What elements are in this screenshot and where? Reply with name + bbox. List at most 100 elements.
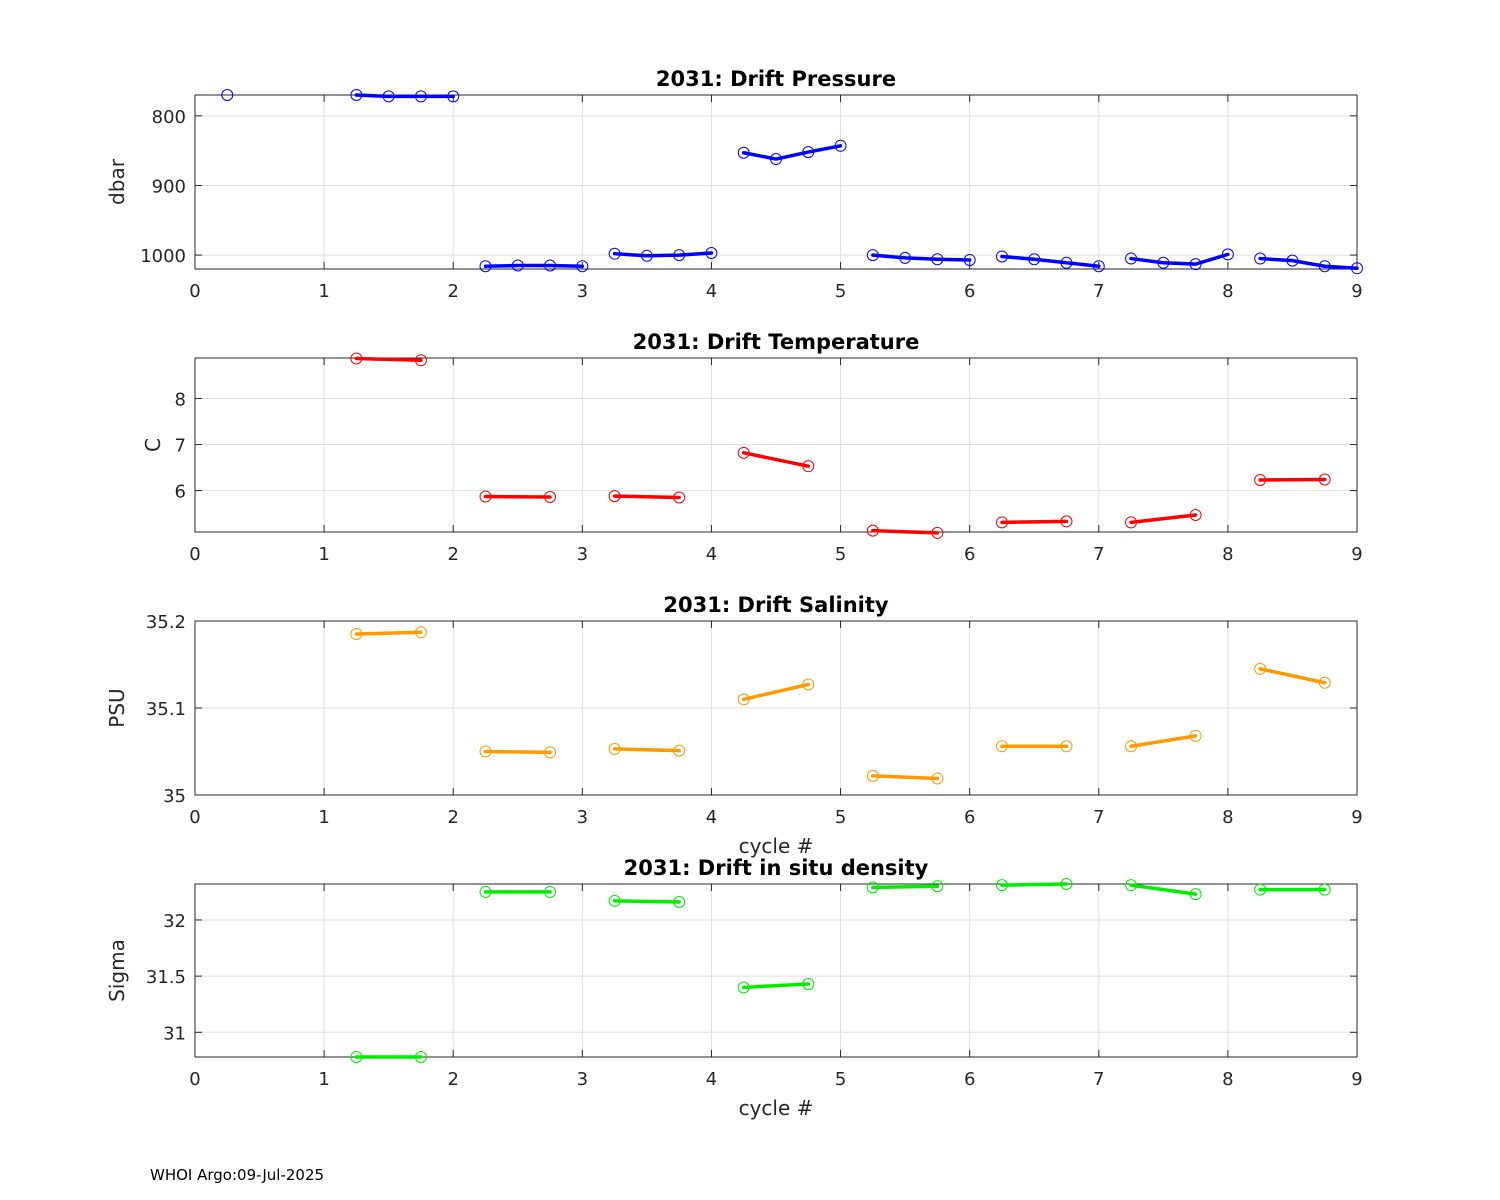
- y-tick-label: 31.5: [146, 967, 186, 988]
- series-line: [741, 682, 811, 702]
- x-tick-label: 3: [577, 1069, 588, 1090]
- data-point: [995, 740, 1008, 753]
- y-tick-label: 8: [175, 390, 186, 411]
- data-point: [1254, 473, 1267, 486]
- data-point: [1060, 256, 1073, 269]
- data-point: [447, 90, 460, 103]
- chart-title: 2031: Drift Temperature: [633, 330, 920, 354]
- data-point: [608, 894, 621, 907]
- data-point: [1254, 252, 1267, 265]
- data-point: [931, 880, 944, 893]
- x-tick-label: 6: [964, 281, 975, 302]
- y-tick-label: 1000: [140, 246, 186, 267]
- x-tick-label: 8: [1222, 544, 1233, 565]
- axes-box: [194, 94, 1358, 270]
- data-point: [1286, 254, 1299, 267]
- data-point: [1189, 508, 1202, 521]
- y-tick-label: 35.2: [146, 612, 186, 633]
- series-line: [354, 93, 455, 99]
- data-point: [1254, 662, 1267, 675]
- data-point: [350, 1051, 363, 1063]
- x-tick-label: 4: [706, 807, 717, 828]
- series-line: [612, 899, 681, 904]
- data-point: [1125, 740, 1138, 753]
- series-line: [1258, 256, 1359, 271]
- footer-stamp: WHOI Argo:09-Jul-2025: [150, 1166, 325, 1184]
- data-point: [737, 693, 750, 706]
- x-tick-label: 7: [1093, 281, 1104, 302]
- series-line: [1000, 519, 1069, 525]
- x-tick-label: 4: [706, 1069, 717, 1090]
- data-series: [350, 626, 1331, 785]
- chart-panel-3: 0 1 2 3 4 5 6 7 8 9 35 35.1 35.2 2031: Drift Salinity…: [105, 593, 1363, 858]
- x-axis-label: cycle #: [739, 1096, 814, 1120]
- plot-area: [195, 884, 1357, 1057]
- series-line: [871, 774, 940, 781]
- x-tick-label: 0: [189, 281, 200, 302]
- x-tick-label: 5: [835, 281, 846, 302]
- data-point: [1125, 516, 1138, 529]
- series-line: [1258, 667, 1327, 685]
- data-point: [995, 250, 1008, 263]
- data-point: [414, 354, 427, 367]
- data-point: [608, 247, 621, 260]
- data-point: [1060, 515, 1073, 528]
- axes-box: [194, 357, 1358, 533]
- data-point: [1125, 879, 1138, 892]
- series-line: [871, 253, 972, 262]
- data-point: [640, 249, 653, 262]
- chart-panel-4: 0 1 2 3 4 5 6 7 8 9 31 31.5 32 2031: Drift in situ de…: [105, 856, 1363, 1120]
- data-point: [511, 259, 524, 272]
- data-point: [414, 1051, 427, 1063]
- x-tick-label: 5: [835, 807, 846, 828]
- data-series: [350, 352, 1331, 539]
- data-point: [1028, 253, 1041, 266]
- data-point: [834, 139, 847, 152]
- data-point: [866, 249, 879, 262]
- x-tick-label: 0: [189, 1069, 200, 1090]
- series-line: [871, 528, 940, 535]
- series-line: [612, 251, 714, 258]
- x-tick-label: 6: [964, 544, 975, 565]
- x-tick-label: 4: [706, 544, 717, 565]
- data-point: [414, 90, 427, 103]
- data-point: [1189, 258, 1202, 271]
- data-point: [866, 881, 879, 894]
- y-axis-label: PSU: [105, 688, 129, 727]
- data-point: [737, 981, 750, 994]
- data-point: [414, 626, 427, 639]
- data-series: [221, 89, 1363, 275]
- x-tick-label: 6: [964, 1069, 975, 1090]
- x-tick-label: 3: [577, 544, 588, 565]
- data-point: [737, 146, 750, 159]
- data-point: [737, 446, 750, 459]
- data-point: [608, 742, 621, 755]
- data-point: [1318, 883, 1331, 896]
- data-point: [1318, 473, 1331, 486]
- data-point: [673, 249, 686, 262]
- data-point: [1318, 260, 1331, 273]
- series-line: [612, 494, 681, 500]
- y-tick-label: 800: [152, 107, 186, 128]
- data-point: [931, 526, 944, 539]
- data-point: [382, 90, 395, 103]
- data-point: [995, 879, 1008, 892]
- series-line: [1129, 883, 1198, 896]
- data-point: [544, 746, 557, 759]
- series-line: [1129, 513, 1198, 525]
- data-point: [608, 490, 621, 503]
- y-axis-label: dbar: [105, 158, 129, 205]
- series-line: [741, 982, 811, 990]
- data-point: [1189, 729, 1202, 742]
- x-tick-label: 1: [318, 281, 329, 302]
- data-point: [1254, 883, 1267, 896]
- data-point: [1060, 878, 1073, 890]
- x-tick-label: 9: [1351, 1069, 1362, 1090]
- data-point: [1221, 248, 1234, 261]
- x-tick-label: 9: [1351, 807, 1362, 828]
- data-point: [802, 460, 815, 473]
- series-line: [1129, 252, 1230, 266]
- x-tick-label: 5: [835, 544, 846, 565]
- x-tick-label: 4: [706, 281, 717, 302]
- data-point: [866, 769, 879, 782]
